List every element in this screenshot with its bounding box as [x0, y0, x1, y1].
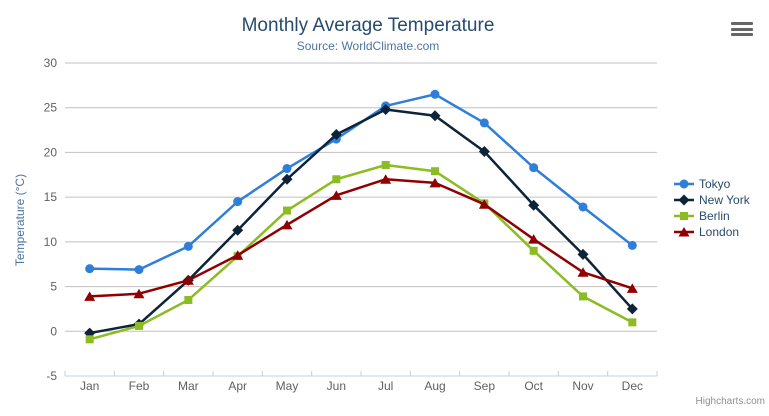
legend-item-new-york[interactable]: New York: [674, 192, 750, 208]
series-berlin-point-feb[interactable]: [135, 321, 143, 330]
legend-marker-symbol[interactable]: [679, 179, 689, 189]
x-axis-label-nov: Nov: [572, 379, 593, 393]
x-axis-label-sep: Sep: [474, 379, 496, 393]
legend-marker-symbol[interactable]: [680, 212, 688, 220]
y-axis-label-20: 20: [44, 145, 58, 159]
series-tokyo-point-aug[interactable]: [430, 89, 440, 99]
series-new-york-point-oct[interactable]: [528, 199, 540, 211]
x-axis-label-feb: Feb: [129, 379, 150, 393]
series-tokyo-point-sep[interactable]: [479, 118, 489, 128]
legend-item-berlin[interactable]: Berlin: [674, 208, 750, 224]
legend-label-london: London: [699, 225, 740, 239]
credits-link[interactable]: Highcharts.com: [695, 396, 765, 407]
x-axis-label-mar: Mar: [178, 379, 199, 393]
hamburger-icon: [731, 22, 753, 25]
series-london-point-jan[interactable]: [84, 291, 96, 301]
y-axis-label-25: 25: [44, 101, 58, 115]
new-york-diamond-marker-icon: [674, 194, 694, 206]
series-new-york-point-may[interactable]: [281, 173, 293, 185]
series-berlin-point-oct[interactable]: [529, 246, 538, 255]
y-axis-label-15: 15: [44, 190, 58, 204]
series-new-york: [84, 104, 638, 339]
y-axis-label--5: -5: [46, 369, 57, 383]
series-berlin-point-dec[interactable]: [628, 318, 637, 327]
x-axis-label-jan: Jan: [80, 379, 99, 393]
legend-label-berlin: Berlin: [699, 209, 730, 223]
tokyo-circle-marker-icon: [674, 179, 694, 189]
series-london-point-dec[interactable]: [626, 283, 638, 293]
legend-item-tokyo[interactable]: Tokyo: [674, 176, 750, 192]
series-new-york-point-nov[interactable]: [577, 248, 589, 260]
legend-label-new-york: New York: [699, 193, 750, 207]
y-axis-title: Temperature (°C): [13, 173, 27, 267]
series-tokyo-point-oct[interactable]: [529, 163, 539, 173]
hamburger-icon: [731, 33, 753, 36]
series-tokyo-point-mar[interactable]: [183, 241, 193, 251]
chart-title: Monthly Average Temperature: [241, 15, 495, 36]
chart-subtitle: Source: WorldClimate.com: [296, 39, 440, 53]
series-berlin-point-jul[interactable]: [381, 160, 390, 169]
series-london: [84, 174, 638, 301]
series-tokyo-line[interactable]: [88, 93, 634, 271]
series-berlin-point-nov[interactable]: [579, 292, 587, 301]
x-axis-label-aug: Aug: [424, 379, 445, 393]
x-axis-label-may: May: [276, 379, 299, 393]
series-london-point-aug[interactable]: [429, 177, 441, 188]
series-new-york-point-aug[interactable]: [429, 110, 441, 122]
series-new-york-point-dec[interactable]: [626, 303, 638, 315]
legend-item-london[interactable]: London: [674, 224, 750, 240]
series-new-york-point-apr[interactable]: [232, 224, 244, 236]
series-tokyo-point-may[interactable]: [282, 164, 292, 174]
series-london-point-oct[interactable]: [528, 234, 540, 244]
legend-marker-symbol[interactable]: [678, 227, 690, 237]
series-new-york-point-jul[interactable]: [380, 104, 392, 116]
y-axis-label-0: 0: [50, 324, 57, 338]
series-london-point-mar[interactable]: [182, 275, 194, 285]
series-berlin-line[interactable]: [88, 163, 634, 341]
hamburger-icon: [731, 27, 753, 31]
series-london-line[interactable]: [88, 178, 634, 298]
series-tokyo-point-nov[interactable]: [578, 202, 588, 212]
series-new-york-point-jun[interactable]: [330, 129, 342, 141]
series-berlin-point-mar[interactable]: [184, 295, 193, 304]
series-london-point-jul[interactable]: [380, 174, 392, 184]
legend-label-tokyo: Tokyo: [699, 177, 731, 191]
y-axis-label-10: 10: [44, 235, 58, 249]
series-tokyo-point-dec[interactable]: [627, 240, 637, 250]
series-tokyo-point-jan[interactable]: [85, 264, 95, 274]
x-axis-label-jul: Jul: [378, 379, 393, 393]
series-berlin-point-may[interactable]: [283, 206, 291, 215]
x-axis-label-jun: Jun: [327, 379, 346, 393]
series-london-point-may[interactable]: [281, 219, 293, 230]
chart-context-menu-button[interactable]: [731, 22, 753, 36]
legend-marker-symbol[interactable]: [678, 194, 690, 206]
series-berlin-point-jun[interactable]: [332, 175, 341, 184]
series-london-point-apr[interactable]: [232, 250, 244, 260]
series-london-point-jun[interactable]: [330, 190, 342, 200]
x-axis-label-dec: Dec: [622, 379, 643, 393]
series-london-point-nov[interactable]: [577, 267, 589, 277]
series-london-point-feb[interactable]: [133, 288, 145, 299]
x-axis-label-apr: Apr: [228, 379, 247, 393]
legend: Tokyo New York Berlin London: [674, 176, 750, 240]
series-tokyo-point-feb[interactable]: [134, 265, 144, 275]
series-new-york-line[interactable]: [88, 108, 634, 335]
series-tokyo: [85, 89, 637, 275]
y-axis-label-30: 30: [44, 56, 58, 70]
series-london-point-sep[interactable]: [478, 199, 490, 209]
berlin-square-marker-icon: [674, 212, 694, 220]
london-triangle-marker-icon: [674, 227, 694, 237]
series-berlin-point-aug[interactable]: [431, 167, 439, 176]
series-new-york-point-sep[interactable]: [478, 146, 490, 158]
x-axis-label-oct: Oct: [524, 379, 543, 393]
y-axis-label-5: 5: [50, 280, 57, 294]
series-berlin-point-jan[interactable]: [85, 335, 94, 344]
series-tokyo-point-apr[interactable]: [233, 197, 243, 207]
